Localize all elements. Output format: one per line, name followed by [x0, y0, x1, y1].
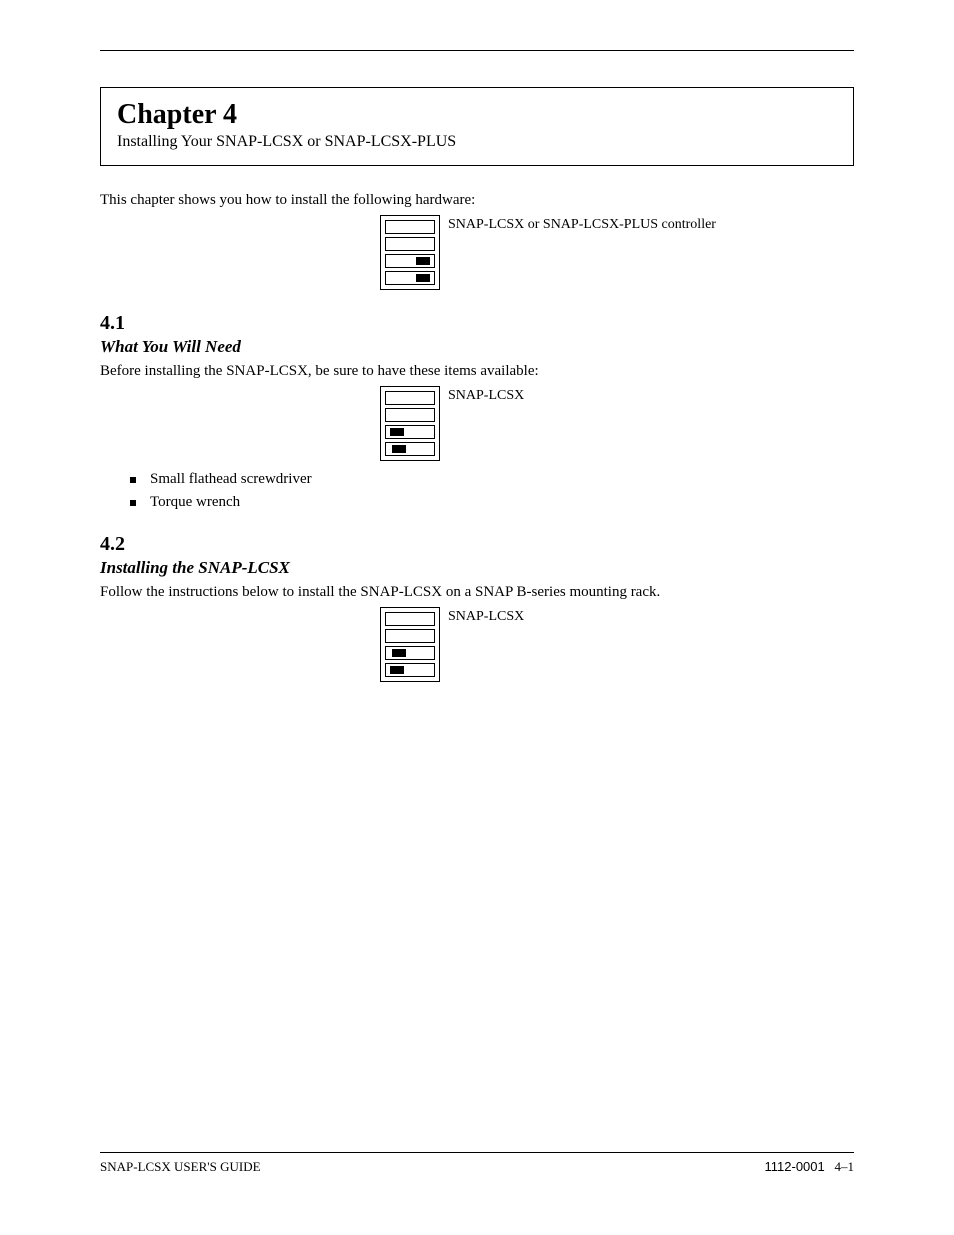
icon-slot: [385, 220, 435, 234]
icon-slot: [385, 391, 435, 405]
footer-page-number: 4–1: [835, 1159, 855, 1174]
icon-slot: [385, 237, 435, 251]
list-item: Small flathead screwdriver: [130, 471, 854, 488]
section-number: 4.2: [100, 533, 854, 556]
section-2-icon-row: SNAP-LCSX: [100, 607, 854, 682]
section-1-icon-desc: SNAP-LCSX: [448, 386, 854, 404]
footer-right: 1112-0001 4–1: [765, 1159, 855, 1175]
section-2-para: Follow the instructions below to install…: [100, 584, 854, 601]
icon-slot: [385, 629, 435, 643]
section-2-icon-col: [100, 607, 448, 682]
controller-icon: [380, 607, 440, 682]
icon-mark: [392, 649, 406, 657]
section-1-para: Before installing the SNAP-LCSX, be sure…: [100, 363, 854, 380]
section-title: What You Will Need: [100, 337, 854, 357]
list-item: Torque wrench: [130, 494, 854, 511]
section-2-icon-desc: SNAP-LCSX: [448, 607, 854, 625]
intro-item-icon-col: [100, 215, 448, 290]
page-footer: SNAP-LCSX USER'S GUIDE 1112-0001 4–1: [100, 1152, 854, 1175]
controller-icon: [380, 386, 440, 461]
icon-slot: [385, 408, 435, 422]
icon-mark: [390, 428, 404, 436]
icon-slot: [385, 254, 435, 268]
icon-slot: [385, 663, 435, 677]
icon-slot: [385, 646, 435, 660]
section-number: 4.1: [100, 312, 854, 335]
chapter-subtitle: Installing Your SNAP-LCSX or SNAP-LCSX-P…: [117, 133, 837, 151]
intro-item-desc: SNAP-LCSX or SNAP-LCSX-PLUS controller: [448, 215, 854, 233]
section-1-icon-row: SNAP-LCSX: [100, 386, 854, 461]
chapter-header-box: Chapter 4 Installing Your SNAP-LCSX or S…: [100, 87, 854, 166]
footer-left: SNAP-LCSX USER'S GUIDE: [100, 1159, 261, 1175]
intro-paragraph: This chapter shows you how to install th…: [100, 192, 854, 209]
section-1-icon-col: [100, 386, 448, 461]
icon-slot: [385, 425, 435, 439]
icon-mark: [416, 257, 430, 265]
icon-slot: [385, 271, 435, 285]
icon-mark: [392, 445, 406, 453]
top-rule: [100, 50, 854, 51]
footer-pub-number: 1112-0001: [765, 1159, 825, 1174]
tools-list: Small flathead screwdriver Torque wrench: [130, 471, 854, 511]
icon-slot: [385, 612, 435, 626]
chapter-title: Chapter 4: [117, 100, 837, 131]
icon-slot: [385, 442, 435, 456]
icon-mark: [390, 666, 404, 674]
icon-mark: [416, 274, 430, 282]
controller-icon: [380, 215, 440, 290]
section-title: Installing the SNAP-LCSX: [100, 558, 854, 578]
page: Chapter 4 Installing Your SNAP-LCSX or S…: [0, 0, 954, 1235]
intro-item-row: SNAP-LCSX or SNAP-LCSX-PLUS controller: [100, 215, 854, 290]
